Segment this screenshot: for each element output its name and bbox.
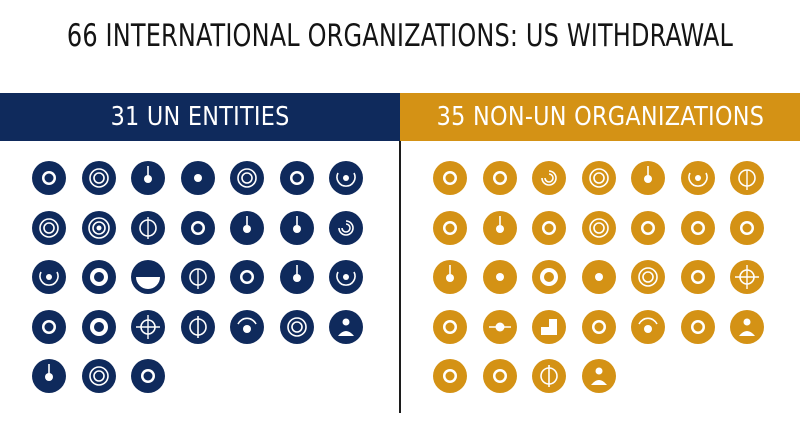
un-entity-vertical-line-icon — [180, 309, 215, 344]
un-entity-person-icon — [329, 309, 363, 344]
un-entity-half-line-icon — [131, 161, 165, 195]
un-entities-label: 31 UN ENTITIES — [110, 102, 290, 132]
non-un-org-half-line-icon — [482, 210, 517, 245]
non-un-org-person-icon — [581, 359, 616, 393]
non-un-org-ring-icon — [631, 210, 665, 245]
un-entity-ring-icon — [32, 309, 66, 344]
un-entity-double-ring-icon — [81, 210, 116, 245]
un-entity-ring-icon — [32, 161, 66, 195]
non-un-organizations-banner: 35 NON-UN ORGANIZATIONS — [400, 93, 800, 141]
non-un-org-arc-icon — [680, 161, 715, 195]
non-un-org-ring-icon — [433, 161, 467, 195]
non-un-org-ring-small-icon — [482, 260, 517, 294]
un-entity-half-line-icon — [230, 210, 264, 245]
un-entity-arc-cross-icon — [131, 210, 165, 245]
un-entity-concentric-icon — [32, 210, 66, 245]
un-entity-concentric-icon — [81, 359, 116, 393]
non-un-org-swirl-icon — [532, 161, 566, 195]
non-un-org-ring-icon — [482, 359, 517, 393]
non-un-org-ring-icon — [680, 210, 715, 245]
page-title: 66 INTERNATIONAL ORGANIZATIONS: US WITHD… — [66, 18, 734, 54]
un-entity-ring-icon — [180, 210, 215, 245]
un-entity-half-line-icon — [279, 260, 314, 294]
non-un-org-ring-icon — [482, 161, 517, 195]
non-un-org-ring-large-icon — [532, 260, 566, 294]
un-entity-ring-large-icon — [81, 260, 116, 294]
non-un-org-ring-icon — [581, 309, 616, 344]
non-un-org-ring-icon — [680, 260, 715, 294]
un-entity-ring-small-icon — [180, 161, 215, 195]
non-un-org-ring-line-icon — [730, 161, 764, 195]
non-un-org-ring-icon — [433, 309, 467, 344]
group-divider — [399, 141, 401, 413]
un-entity-arc-icon — [329, 161, 363, 195]
un-entity-arc-icon — [32, 260, 66, 294]
un-entity-ring-icon — [230, 260, 264, 294]
non-un-org-ring-icon — [730, 210, 764, 245]
non-un-organizations-label: 35 NON-UN ORGANIZATIONS — [436, 102, 764, 132]
un-entity-concentric-icon — [279, 309, 314, 344]
non-un-org-concentric-icon — [581, 210, 616, 245]
non-un-org-person-icon — [730, 309, 764, 344]
non-un-org-half-line-icon — [433, 260, 467, 294]
un-entity-ring-icon — [279, 161, 314, 195]
un-entity-arc-icon — [329, 260, 363, 294]
un-entity-half-line-icon — [32, 359, 66, 393]
non-un-org-ring-icon — [532, 210, 566, 245]
non-un-org-ring-icon — [433, 210, 467, 245]
un-entity-ring-icon — [131, 359, 165, 393]
un-entity-ring-line-icon — [180, 260, 215, 294]
non-un-org-concentric-icon — [631, 260, 665, 294]
un-entity-crosshair-icon — [131, 309, 165, 344]
un-entity-arc-top-icon — [230, 309, 264, 344]
non-un-org-ring-icon — [680, 309, 715, 344]
un-entity-half-fill-icon — [131, 260, 165, 294]
non-un-org-ring-small-icon — [581, 260, 616, 294]
non-un-org-crosshair-icon — [730, 260, 764, 294]
non-un-org-cross-dot-icon — [482, 309, 517, 344]
non-un-org-arc-top-icon — [631, 309, 665, 344]
un-entity-concentric-icon — [230, 161, 264, 195]
un-entity-swirl-icon — [329, 210, 363, 245]
un-entity-ring-large-icon — [81, 309, 116, 344]
non-un-org-half-line-icon — [631, 161, 665, 195]
non-un-org-vertical-line-icon — [532, 359, 566, 393]
non-un-org-ring-icon — [433, 359, 467, 393]
un-entity-concentric-icon — [81, 161, 116, 195]
non-un-org-concentric-icon — [581, 161, 616, 195]
non-un-org-quarter-square-icon — [532, 309, 566, 344]
un-entity-half-line-icon — [279, 210, 314, 245]
un-entities-banner: 31 UN ENTITIES — [0, 93, 400, 141]
